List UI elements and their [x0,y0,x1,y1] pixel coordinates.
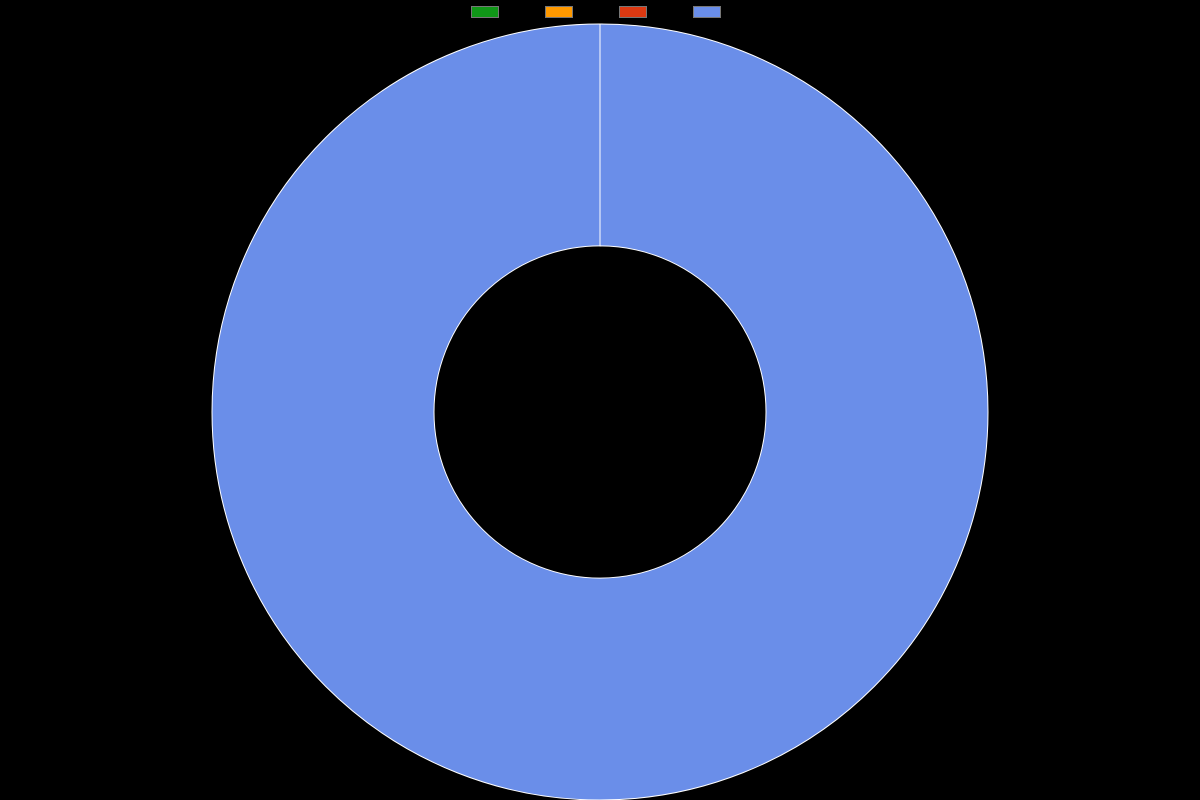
donut-chart [0,0,1200,800]
legend-item-0[interactable] [471,6,507,18]
legend-item-1[interactable] [545,6,581,18]
legend-item-3[interactable] [693,6,729,18]
chart-legend [0,6,1200,18]
chart-container [0,0,1200,800]
legend-swatch-2 [619,6,647,18]
legend-swatch-0 [471,6,499,18]
legend-item-2[interactable] [619,6,655,18]
legend-swatch-1 [545,6,573,18]
legend-swatch-3 [693,6,721,18]
